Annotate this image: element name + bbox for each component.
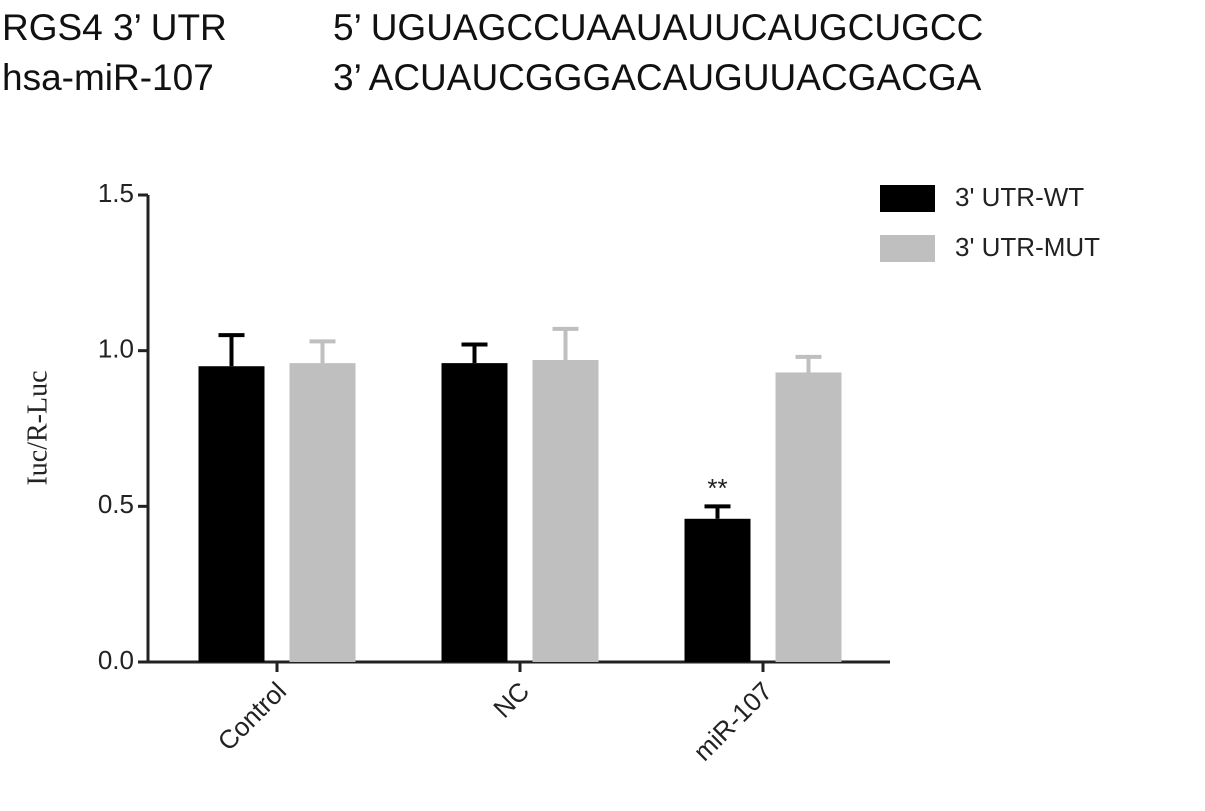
y-tick-label: 0.0 bbox=[98, 645, 134, 675]
error-bar bbox=[552, 326, 579, 361]
error-bar bbox=[218, 333, 245, 367]
x-tick-label: miR-107 bbox=[687, 676, 778, 767]
header-label: RGS4 3’ UTR bbox=[2, 7, 227, 48]
legend-swatch bbox=[880, 235, 935, 262]
bar bbox=[198, 366, 265, 662]
legend-label: 3' UTR-WT bbox=[955, 182, 1084, 212]
legend-swatch bbox=[880, 185, 935, 212]
bar bbox=[775, 372, 842, 662]
bar bbox=[441, 363, 508, 662]
bar bbox=[532, 360, 599, 662]
y-tick-label: 0.5 bbox=[98, 489, 134, 519]
legend-label: 3' UTR-MUT bbox=[955, 232, 1100, 262]
error-bar bbox=[461, 342, 488, 364]
y-axis-label: Iuc/R-Luc bbox=[22, 370, 53, 485]
annotation: ** bbox=[707, 473, 727, 503]
header-label: hsa-miR-107 bbox=[2, 57, 214, 98]
y-tick-label: 1.0 bbox=[98, 334, 134, 364]
x-tick-label: NC bbox=[487, 676, 535, 724]
error-bar bbox=[795, 354, 822, 373]
y-tick-label: 1.5 bbox=[98, 178, 134, 208]
error-bar bbox=[704, 504, 731, 519]
x-tick-label: Control bbox=[212, 676, 292, 756]
header-sequence: 5’ UGUAGCCUAAUAUUCAUGCUGCC bbox=[333, 7, 983, 48]
error-bar bbox=[309, 339, 336, 364]
bar bbox=[684, 518, 751, 662]
header-sequence: 3’ ACUAUCGGGACAUGUUACGACGA bbox=[333, 57, 982, 98]
bar bbox=[289, 363, 356, 662]
